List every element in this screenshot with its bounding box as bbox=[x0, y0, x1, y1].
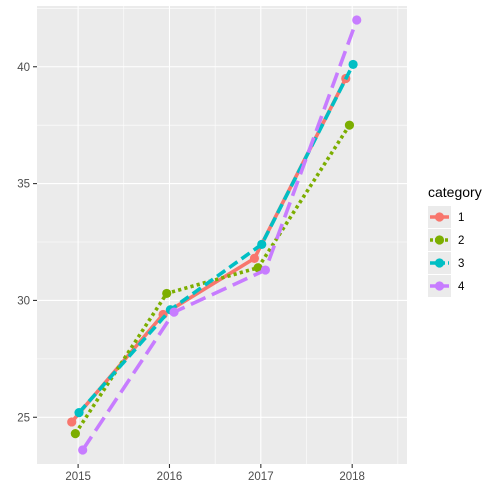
data-point bbox=[249, 253, 260, 263]
data-point bbox=[169, 307, 179, 317]
x-tick-label: 2018 bbox=[339, 471, 365, 483]
data-point bbox=[352, 15, 362, 25]
legend-key-point bbox=[434, 281, 445, 291]
legend: category 1 2 3 4 bbox=[428, 184, 482, 297]
legend-item-1: 1 bbox=[428, 206, 464, 228]
legend-title: category bbox=[428, 184, 482, 200]
x-tick-label: 2017 bbox=[248, 471, 274, 483]
minor-gridlines bbox=[37, 6, 407, 464]
legend-keys: 1 2 3 4 bbox=[428, 206, 465, 297]
x-tick-label: 2015 bbox=[65, 471, 91, 483]
y-tick-label: 25 bbox=[17, 412, 30, 424]
data-point bbox=[70, 429, 80, 439]
major-gridlines bbox=[37, 6, 407, 464]
x-axis: 2015 2016 2017 2018 bbox=[65, 464, 365, 483]
data-point bbox=[260, 265, 270, 275]
legend-label: 3 bbox=[458, 258, 464, 270]
data-point bbox=[67, 417, 77, 427]
series-layer bbox=[67, 15, 362, 455]
data-point bbox=[344, 120, 355, 130]
data-point bbox=[257, 239, 267, 249]
series-4 bbox=[78, 15, 362, 455]
legend-item-2: 2 bbox=[428, 229, 464, 251]
legend-label: 2 bbox=[458, 235, 464, 247]
x-tick-label: 2016 bbox=[157, 471, 183, 483]
y-tick-label: 35 bbox=[17, 179, 30, 191]
data-point bbox=[162, 288, 172, 299]
legend-key-point bbox=[434, 258, 445, 268]
series-line-4 bbox=[81, 19, 359, 451]
legend-label: 4 bbox=[458, 281, 465, 293]
legend-item-3: 3 bbox=[428, 252, 464, 274]
data-point bbox=[78, 445, 88, 455]
y-axis: 25 30 35 40 bbox=[17, 62, 37, 424]
data-point bbox=[253, 263, 263, 273]
data-point bbox=[348, 59, 358, 70]
y-tick-label: 30 bbox=[17, 295, 30, 307]
legend-key-point bbox=[434, 235, 445, 245]
data-point bbox=[74, 407, 84, 418]
series-line-3 bbox=[77, 63, 355, 414]
y-tick-label: 40 bbox=[17, 62, 30, 74]
legend-key-point bbox=[434, 212, 445, 222]
legend-label: 1 bbox=[458, 212, 464, 224]
legend-item-4: 4 bbox=[428, 275, 465, 297]
